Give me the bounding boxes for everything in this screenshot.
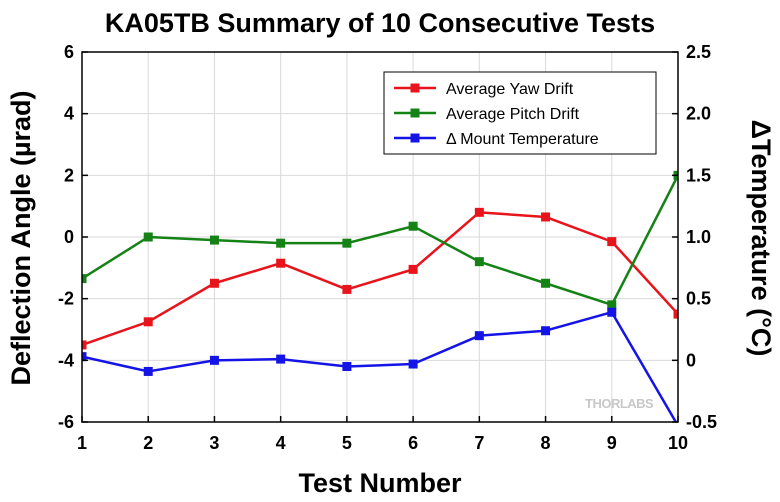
data-point <box>342 362 352 371</box>
y-tick-label: -6 <box>58 412 74 432</box>
legend-swatch-marker <box>410 108 420 118</box>
x-tick-label: 9 <box>607 433 617 453</box>
y-axis-label: Deflection Angle (µrad) <box>6 90 36 385</box>
y2-tick-label: 0.5 <box>686 289 711 309</box>
y2-tick-label: 2.5 <box>686 42 711 62</box>
x-tick-label: 5 <box>342 433 352 453</box>
x-axis-label: Test Number <box>298 468 462 498</box>
data-point <box>82 274 87 284</box>
legend-label: Average Yaw Drift <box>446 81 574 98</box>
series-line <box>82 174 678 307</box>
series-1 <box>82 170 678 310</box>
series-line <box>82 211 678 347</box>
data-point <box>143 317 153 327</box>
y2-axis-label: ΔTemperature (°C) <box>746 120 776 357</box>
data-point <box>209 355 219 365</box>
data-point <box>607 237 617 247</box>
y-tick-label: -4 <box>58 350 74 370</box>
data-point <box>408 264 418 274</box>
y2-tick-label: 2.0 <box>686 104 711 124</box>
data-point <box>276 238 286 248</box>
series-layer <box>82 170 678 422</box>
y-tick-label: 2 <box>64 165 74 185</box>
tick-labels: 6 4 2 0 -2 -4 -6 2.5 2.0 1.5 1.0 0.5 0 -0.5 1 2 3 4 5 6 7 8 9 1… <box>58 42 717 453</box>
legend-swatch-marker <box>410 133 420 143</box>
data-point <box>474 257 484 267</box>
y-tick-label: -2 <box>58 289 74 309</box>
x-tick-label: 1 <box>77 433 87 453</box>
series-2 <box>82 307 678 422</box>
x-tick-label: 7 <box>474 433 484 453</box>
y2-tick-label: 0 <box>686 350 696 370</box>
y-tick-label: 0 <box>64 227 74 247</box>
y2-tick-label: -0.5 <box>686 412 717 432</box>
data-point <box>209 278 219 288</box>
thorlabs-logo: THORLABS <box>585 396 654 411</box>
legend: Average Yaw Drift Average Pitch Drift Δ Mo… <box>383 71 657 155</box>
y-tick-label: 6 <box>64 42 74 62</box>
data-point <box>607 307 617 317</box>
data-point <box>474 331 484 341</box>
data-point <box>82 352 87 362</box>
series-line <box>82 310 678 422</box>
data-point <box>342 238 352 248</box>
data-point <box>143 232 153 242</box>
x-tick-label: 10 <box>668 433 688 453</box>
data-point <box>276 258 286 268</box>
y-tick-label: 4 <box>64 104 74 124</box>
legend-label: Average Pitch Drift <box>446 106 580 123</box>
data-point <box>82 340 87 350</box>
x-tick-label: 8 <box>541 433 551 453</box>
data-point <box>209 235 219 245</box>
x-tick-label: 3 <box>209 433 219 453</box>
data-point <box>541 326 551 336</box>
y2-tick-label: 1.5 <box>686 165 711 185</box>
data-point <box>607 300 617 310</box>
data-point <box>474 207 484 217</box>
data-point <box>342 284 352 294</box>
data-point <box>143 366 153 376</box>
data-point <box>673 309 678 319</box>
series-0 <box>82 207 678 350</box>
x-tick-label: 4 <box>276 433 286 453</box>
data-point <box>408 359 418 369</box>
x-tick-label: 2 <box>143 433 153 453</box>
data-point <box>276 354 286 364</box>
legend-label: Δ Mount Temperature <box>446 131 599 148</box>
legend-swatch-marker <box>410 83 420 93</box>
chart-title: KA05TB Summary of 10 Consecutive Tests <box>105 8 655 38</box>
data-point <box>541 278 551 288</box>
x-tick-label: 6 <box>408 433 418 453</box>
data-point <box>541 212 551 222</box>
data-point <box>408 221 418 231</box>
y2-tick-label: 1.0 <box>686 227 711 247</box>
